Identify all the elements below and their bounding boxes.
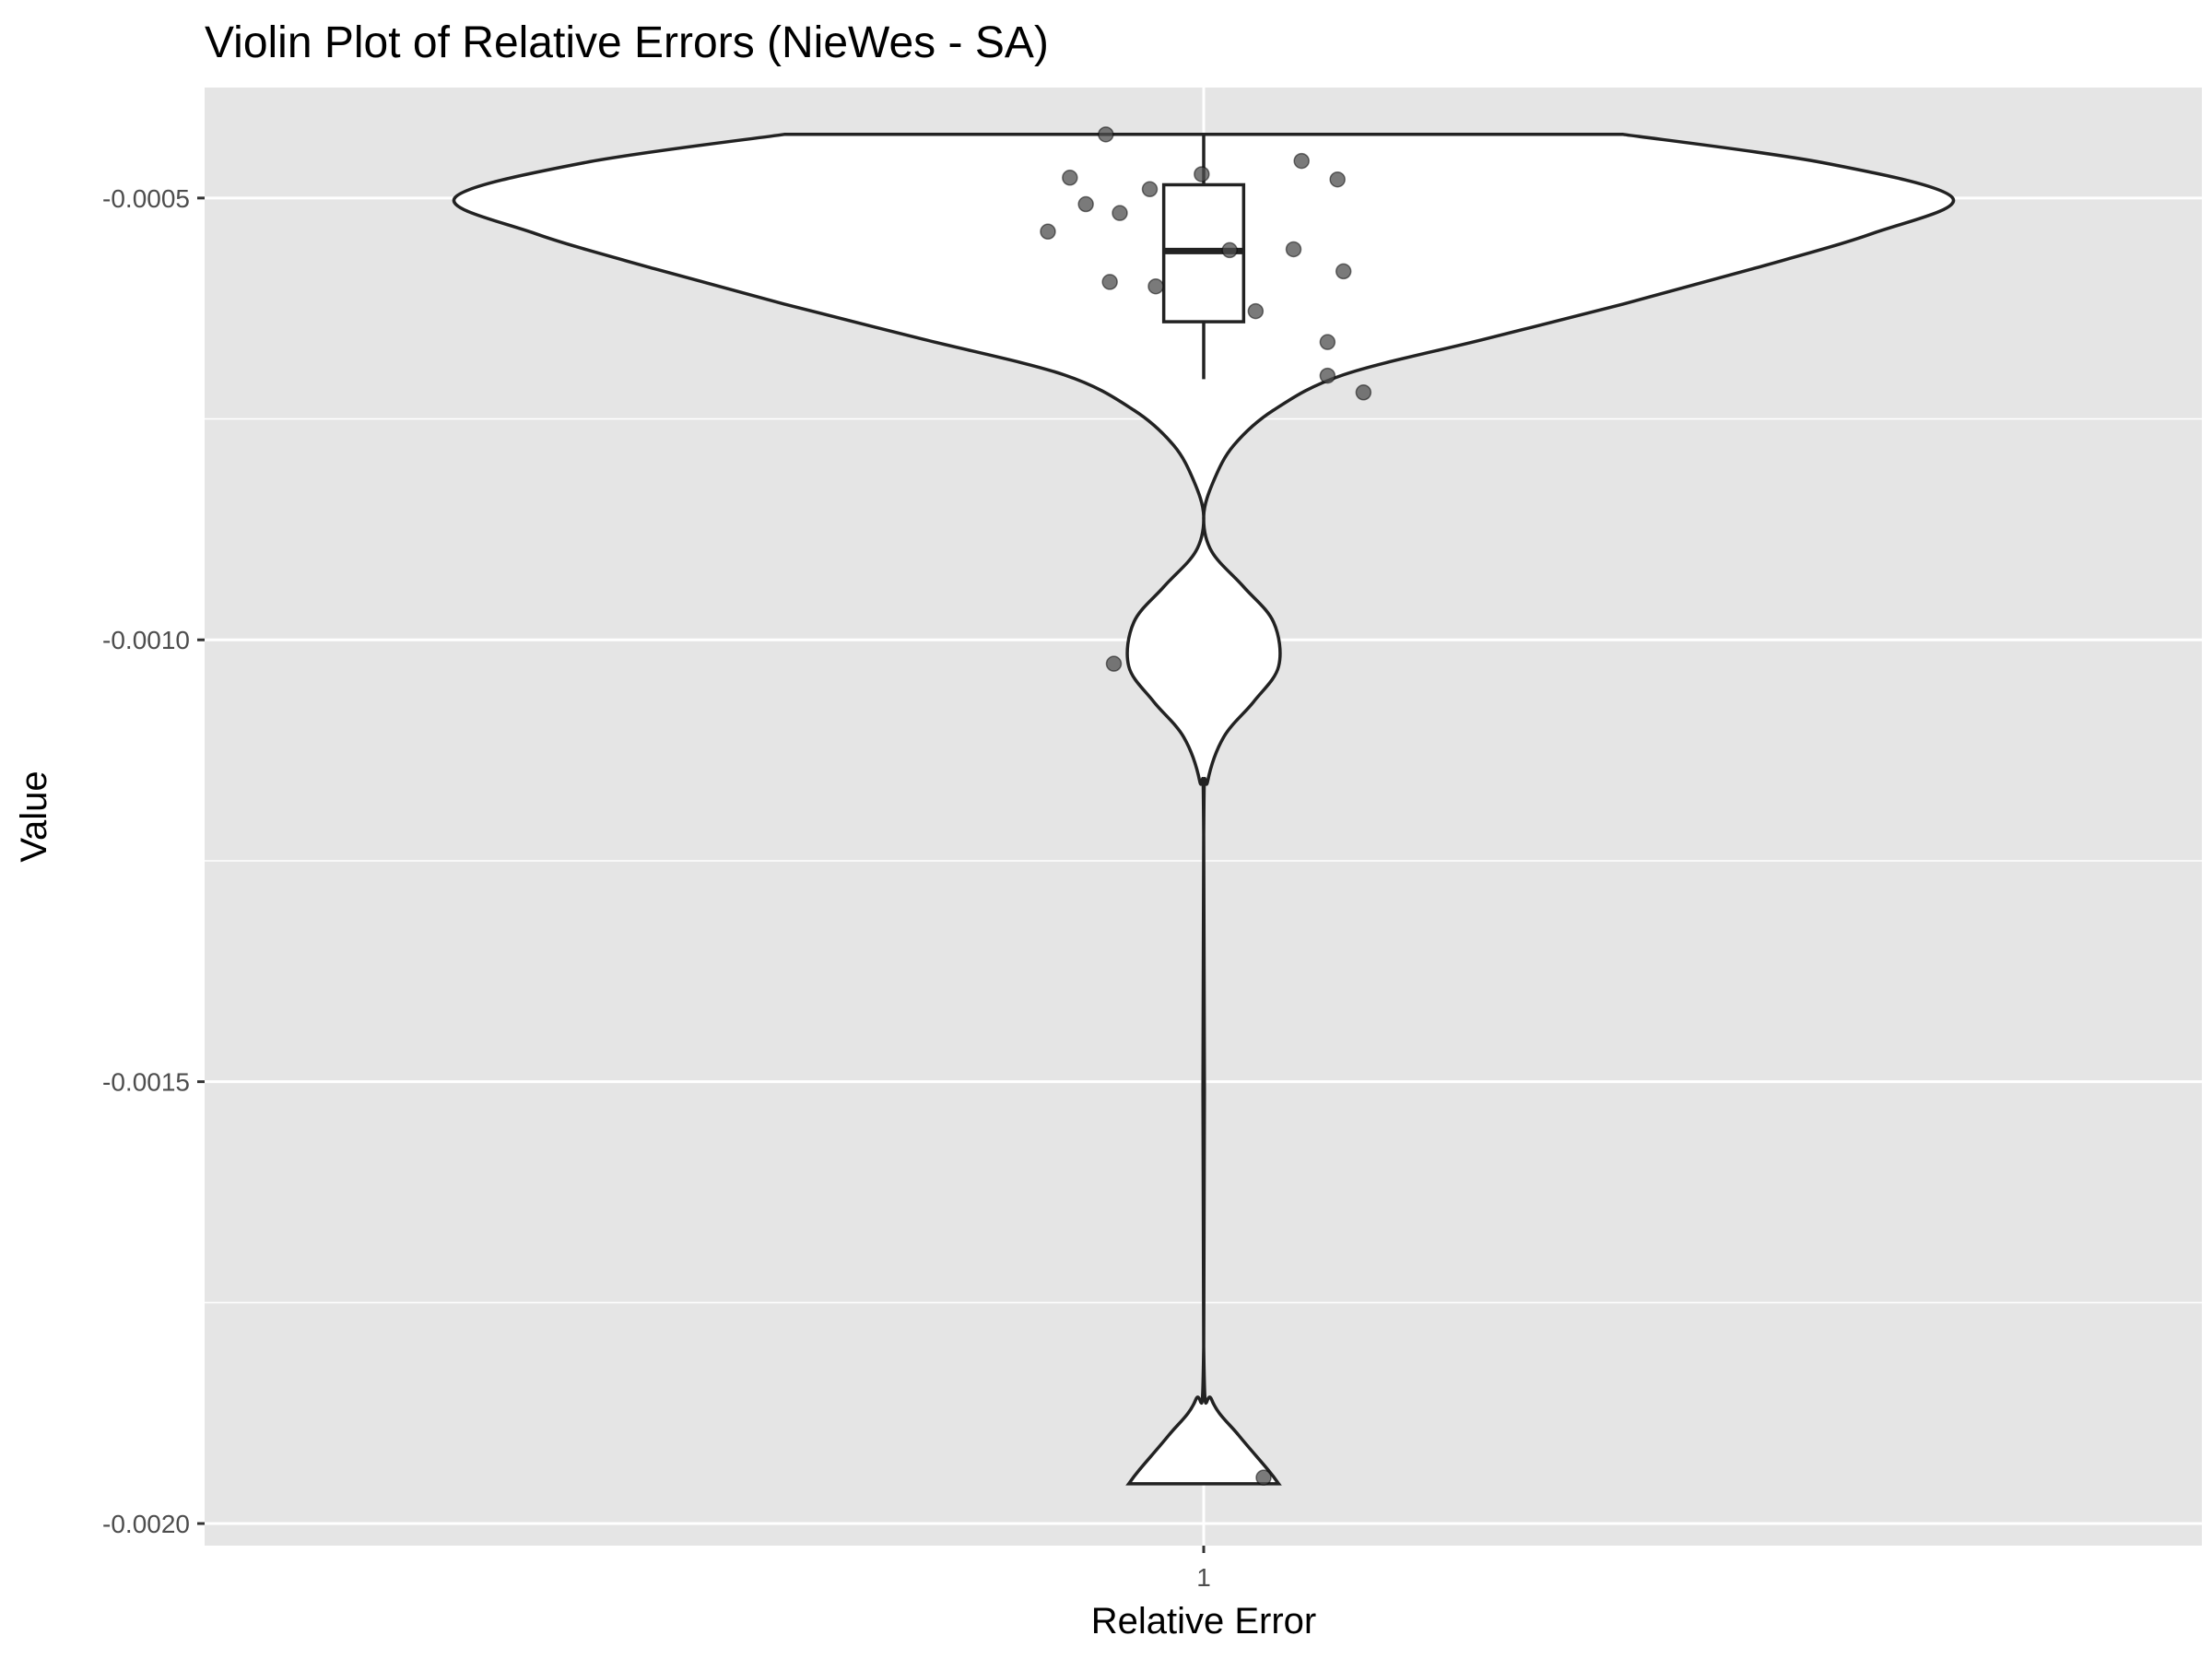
x-axis: 1 (1196, 1546, 1211, 1592)
data-point (1247, 302, 1265, 320)
data-point (1077, 195, 1094, 213)
data-point (1221, 241, 1238, 259)
y-axis-title: Value (14, 771, 54, 862)
data-point (1335, 263, 1352, 280)
y-axis: -0.0005 -0.0010 -0.0015 -0.0020 (102, 184, 205, 1538)
y-tick-label: -0.0005 (102, 184, 190, 213)
data-point (1098, 126, 1114, 143)
data-point (1319, 367, 1336, 384)
data-point (1194, 166, 1210, 182)
data-point (1319, 334, 1336, 350)
data-point (1147, 277, 1164, 295)
x-axis-title: Relative Error (1091, 1601, 1317, 1641)
data-point (1293, 152, 1310, 170)
data-point (1329, 171, 1346, 188)
data-point (1101, 274, 1118, 290)
data-point (1285, 241, 1302, 258)
y-tick-label: -0.0010 (102, 626, 190, 654)
data-point (1112, 205, 1128, 221)
data-point (1141, 181, 1159, 198)
chart-title: Violin Plot of Relative Errors (NieWes -… (205, 18, 1049, 67)
data-point (1355, 384, 1372, 401)
violin-shape (452, 133, 1956, 1486)
data-point (1040, 223, 1056, 241)
jitter-points (1040, 126, 1372, 1486)
x-tick-label: 1 (1196, 1563, 1211, 1592)
y-tick-label: -0.0015 (102, 1068, 190, 1097)
y-tick-label: -0.0020 (102, 1510, 190, 1538)
data-point (1062, 170, 1078, 186)
data-point (1105, 655, 1123, 672)
data-point (1255, 1469, 1272, 1486)
